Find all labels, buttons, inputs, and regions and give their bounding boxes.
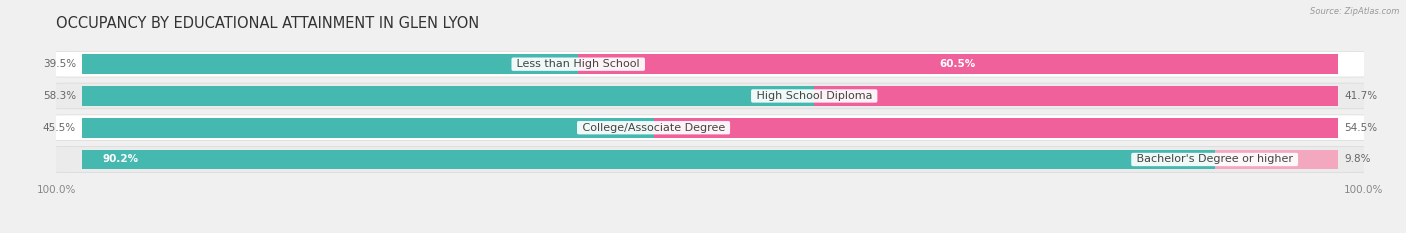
FancyBboxPatch shape: [49, 51, 1371, 77]
Text: Bachelor's Degree or higher: Bachelor's Degree or higher: [1133, 154, 1296, 164]
Text: 90.2%: 90.2%: [103, 154, 138, 164]
Bar: [1215, 150, 1337, 169]
Text: 58.3%: 58.3%: [42, 91, 76, 101]
Text: High School Diploma: High School Diploma: [752, 91, 876, 101]
Text: 45.5%: 45.5%: [42, 123, 76, 133]
Bar: [83, 54, 578, 74]
Text: 41.7%: 41.7%: [1344, 91, 1378, 101]
Text: Less than High School: Less than High School: [513, 59, 644, 69]
Text: Source: ZipAtlas.com: Source: ZipAtlas.com: [1309, 7, 1399, 16]
Bar: [578, 54, 1337, 74]
Text: 9.8%: 9.8%: [1344, 154, 1371, 164]
Bar: [654, 118, 1337, 137]
Bar: [83, 86, 814, 106]
FancyBboxPatch shape: [49, 115, 1371, 140]
Text: 60.5%: 60.5%: [939, 59, 976, 69]
FancyBboxPatch shape: [49, 147, 1371, 172]
Text: 54.5%: 54.5%: [1344, 123, 1378, 133]
Text: 39.5%: 39.5%: [42, 59, 76, 69]
Bar: [814, 86, 1337, 106]
Bar: [83, 118, 654, 137]
Text: College/Associate Degree: College/Associate Degree: [579, 123, 728, 133]
Bar: [83, 150, 1215, 169]
Text: OCCUPANCY BY EDUCATIONAL ATTAINMENT IN GLEN LYON: OCCUPANCY BY EDUCATIONAL ATTAINMENT IN G…: [56, 16, 479, 31]
FancyBboxPatch shape: [49, 83, 1371, 109]
